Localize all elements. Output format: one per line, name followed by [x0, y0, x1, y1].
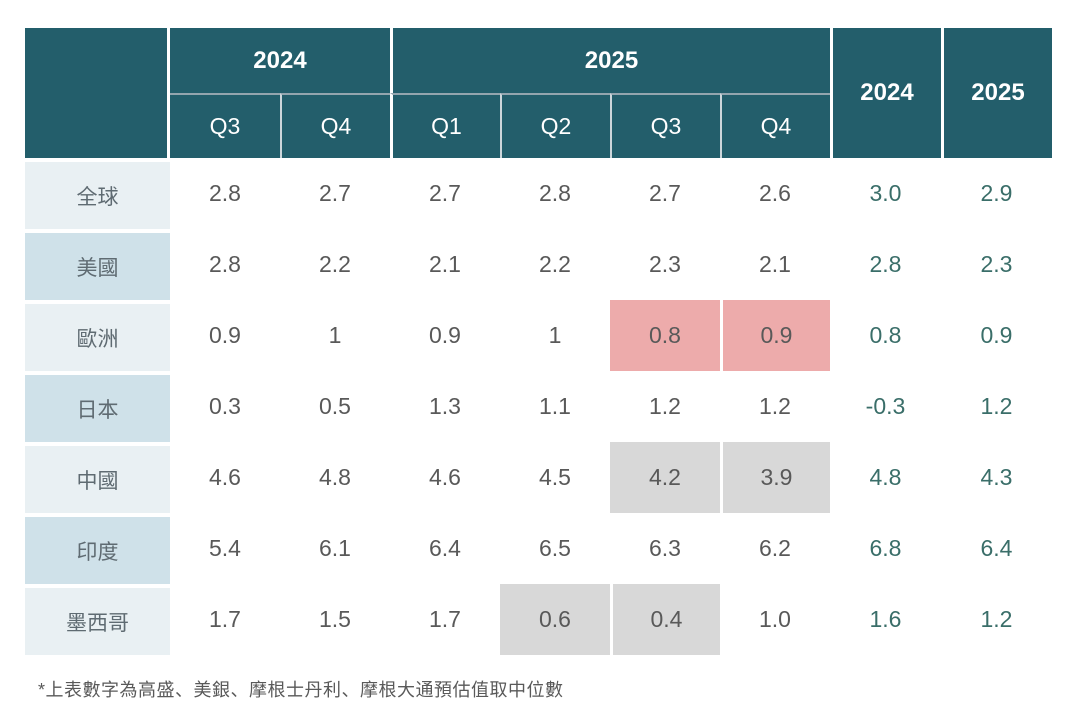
quarter-header-2025-q1: Q1	[390, 93, 500, 158]
quarter-cell: 0.3	[170, 371, 280, 442]
corner-cell	[25, 28, 170, 158]
row-label: 全球	[25, 158, 170, 229]
quarter-cell: 0.9	[170, 300, 280, 371]
quarter-cell: 6.4	[390, 513, 500, 584]
quarter-cell: 2.8	[170, 158, 280, 229]
quarter-cell: 4.8	[280, 442, 390, 513]
quarter-cell: 1.3	[390, 371, 500, 442]
quarter-cell: 1.5	[280, 584, 390, 655]
row-label: 歐洲	[25, 300, 170, 371]
quarter-cell: 2.3	[610, 229, 720, 300]
annual-cell: 6.8	[830, 513, 941, 584]
quarter-cell: 0.9	[390, 300, 500, 371]
quarter-cell: 2.2	[280, 229, 390, 300]
annual-cell: 4.8	[830, 442, 941, 513]
annual-header-2025: 2025	[941, 28, 1052, 158]
quarter-cell: 0.9	[720, 300, 830, 371]
quarter-cell: 6.5	[500, 513, 610, 584]
annual-header-2024: 2024	[830, 28, 941, 158]
quarter-cell: 2.7	[280, 158, 390, 229]
annual-cell: 0.8	[830, 300, 941, 371]
quarter-cell: 2.8	[170, 229, 280, 300]
quarter-cell: 1.0	[720, 584, 830, 655]
annual-cell: 1.6	[830, 584, 941, 655]
quarter-cell: 1	[280, 300, 390, 371]
quarter-cell: 1.2	[720, 371, 830, 442]
annual-cell: 2.3	[941, 229, 1052, 300]
quarter-header-2025-q2: Q2	[500, 93, 610, 158]
quarter-cell: 1.7	[170, 584, 280, 655]
annual-cell: 2.9	[941, 158, 1052, 229]
quarter-cell: 2.8	[500, 158, 610, 229]
quarter-header-2024-q4: Q4	[280, 93, 390, 158]
quarter-cell: 1	[500, 300, 610, 371]
annual-cell: -0.3	[830, 371, 941, 442]
annual-cell: 1.2	[941, 371, 1052, 442]
quarter-cell: 2.2	[500, 229, 610, 300]
quarter-cell: 2.1	[390, 229, 500, 300]
row-label: 日本	[25, 371, 170, 442]
quarter-cell: 2.7	[390, 158, 500, 229]
quarter-cell: 0.6	[500, 584, 610, 655]
row-label: 印度	[25, 513, 170, 584]
annual-cell: 1.2	[941, 584, 1052, 655]
annual-cell: 0.9	[941, 300, 1052, 371]
annual-cell: 3.0	[830, 158, 941, 229]
quarter-cell: 6.2	[720, 513, 830, 584]
annual-cell: 6.4	[941, 513, 1052, 584]
quarter-cell: 0.5	[280, 371, 390, 442]
quarter-cell: 2.1	[720, 229, 830, 300]
quarter-cell: 6.1	[280, 513, 390, 584]
quarter-cell: 4.6	[390, 442, 500, 513]
row-label: 美國	[25, 229, 170, 300]
quarter-cell: 0.4	[610, 584, 720, 655]
row-label: 墨西哥	[25, 584, 170, 655]
quarter-cell: 4.5	[500, 442, 610, 513]
footnote: *上表數字為高盛、美銀、摩根士丹利、摩根大通預估值取中位數	[38, 680, 564, 700]
year-group-2025: 2025	[390, 28, 830, 93]
quarter-header-2024-q3: Q3	[170, 93, 280, 158]
quarter-cell: 6.3	[610, 513, 720, 584]
quarter-header-2025-q4: Q4	[720, 93, 830, 158]
quarter-cell: 4.6	[170, 442, 280, 513]
gdp-forecast-table: 2024 2025 2024 2025 Q3 Q4 Q1 Q2 Q3 Q4 全球…	[25, 28, 1052, 655]
quarter-cell: 2.6	[720, 158, 830, 229]
quarter-cell: 1.7	[390, 584, 500, 655]
quarter-cell: 1.1	[500, 371, 610, 442]
quarter-cell: 1.2	[610, 371, 720, 442]
annual-cell: 2.8	[830, 229, 941, 300]
quarter-cell: 2.7	[610, 158, 720, 229]
quarter-cell: 3.9	[720, 442, 830, 513]
row-label: 中國	[25, 442, 170, 513]
quarter-cell: 5.4	[170, 513, 280, 584]
quarter-cell: 4.2	[610, 442, 720, 513]
annual-cell: 4.3	[941, 442, 1052, 513]
quarter-header-2025-q3: Q3	[610, 93, 720, 158]
year-group-2024: 2024	[170, 28, 390, 93]
quarter-cell: 0.8	[610, 300, 720, 371]
